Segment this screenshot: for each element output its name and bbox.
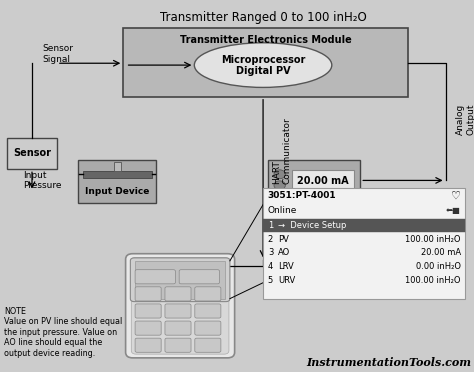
- Text: HART
Communicator: HART Communicator: [273, 117, 292, 184]
- FancyBboxPatch shape: [126, 254, 235, 358]
- FancyBboxPatch shape: [135, 338, 161, 352]
- Text: 100.00 inH₂O: 100.00 inH₂O: [405, 276, 461, 285]
- Bar: [263, 188, 465, 299]
- FancyBboxPatch shape: [130, 258, 230, 302]
- Text: Sensor: Sensor: [13, 148, 51, 158]
- FancyBboxPatch shape: [165, 321, 191, 335]
- FancyBboxPatch shape: [135, 270, 175, 284]
- Text: 20.00 mA: 20.00 mA: [420, 248, 461, 257]
- Text: 3051:PT-4001: 3051:PT-4001: [268, 191, 337, 200]
- Text: 3: 3: [268, 248, 273, 257]
- Text: LRV: LRV: [278, 262, 294, 271]
- Text: Output Device: Output Device: [282, 189, 356, 198]
- Bar: [268, 160, 360, 201]
- Text: ⬅■: ⬅■: [446, 206, 461, 215]
- Text: 4: 4: [268, 262, 273, 271]
- Text: Input
Pressure: Input Pressure: [23, 171, 61, 190]
- Text: 2: 2: [268, 235, 273, 244]
- Text: URV: URV: [278, 276, 295, 285]
- Text: Input Device: Input Device: [85, 187, 149, 196]
- FancyBboxPatch shape: [165, 338, 191, 352]
- FancyBboxPatch shape: [195, 287, 221, 301]
- Text: Analog
Output: Analog Output: [456, 103, 474, 135]
- FancyBboxPatch shape: [135, 287, 161, 301]
- FancyBboxPatch shape: [195, 321, 221, 335]
- Bar: [135, 261, 225, 299]
- Text: Digital PV: Digital PV: [236, 66, 291, 76]
- FancyBboxPatch shape: [195, 304, 221, 318]
- Ellipse shape: [194, 43, 332, 87]
- Text: Transmitter Ranged 0 to 100 inH₂O: Transmitter Ranged 0 to 100 inH₂O: [160, 11, 366, 24]
- Bar: [7, 138, 57, 169]
- Bar: [123, 28, 408, 97]
- FancyBboxPatch shape: [135, 304, 161, 318]
- Text: 5: 5: [268, 276, 273, 285]
- Text: Sensor
Signal: Sensor Signal: [43, 44, 73, 64]
- FancyBboxPatch shape: [131, 257, 229, 354]
- Text: 100.00 inH₂O: 100.00 inH₂O: [405, 235, 461, 244]
- Bar: [292, 170, 354, 193]
- Bar: [83, 171, 152, 178]
- Text: 20.00 mA: 20.00 mA: [298, 176, 349, 186]
- Text: Online: Online: [268, 206, 297, 215]
- Text: Transmitter Electronics Module: Transmitter Electronics Module: [180, 35, 351, 45]
- Text: 0.00 inH₂O: 0.00 inH₂O: [416, 262, 461, 271]
- FancyBboxPatch shape: [179, 270, 219, 284]
- Text: InstrumentationTools.com: InstrumentationTools.com: [307, 357, 472, 368]
- Bar: [113, 162, 121, 171]
- Text: AO: AO: [278, 248, 291, 257]
- Text: →  Device Setup: → Device Setup: [278, 221, 346, 230]
- Text: 1: 1: [268, 221, 273, 230]
- FancyBboxPatch shape: [135, 321, 161, 335]
- FancyBboxPatch shape: [195, 338, 221, 352]
- Bar: [78, 160, 156, 203]
- Text: PV: PV: [278, 235, 289, 244]
- Text: NOTE
Value on PV line should equal
the input pressure. Value on
AO line should e: NOTE Value on PV line should equal the i…: [4, 307, 122, 357]
- FancyBboxPatch shape: [165, 304, 191, 318]
- Circle shape: [274, 181, 285, 190]
- Text: ♡: ♡: [451, 191, 461, 201]
- FancyBboxPatch shape: [165, 287, 191, 301]
- Bar: [263, 219, 465, 232]
- Circle shape: [274, 170, 285, 179]
- Text: Microprocessor: Microprocessor: [221, 55, 305, 65]
